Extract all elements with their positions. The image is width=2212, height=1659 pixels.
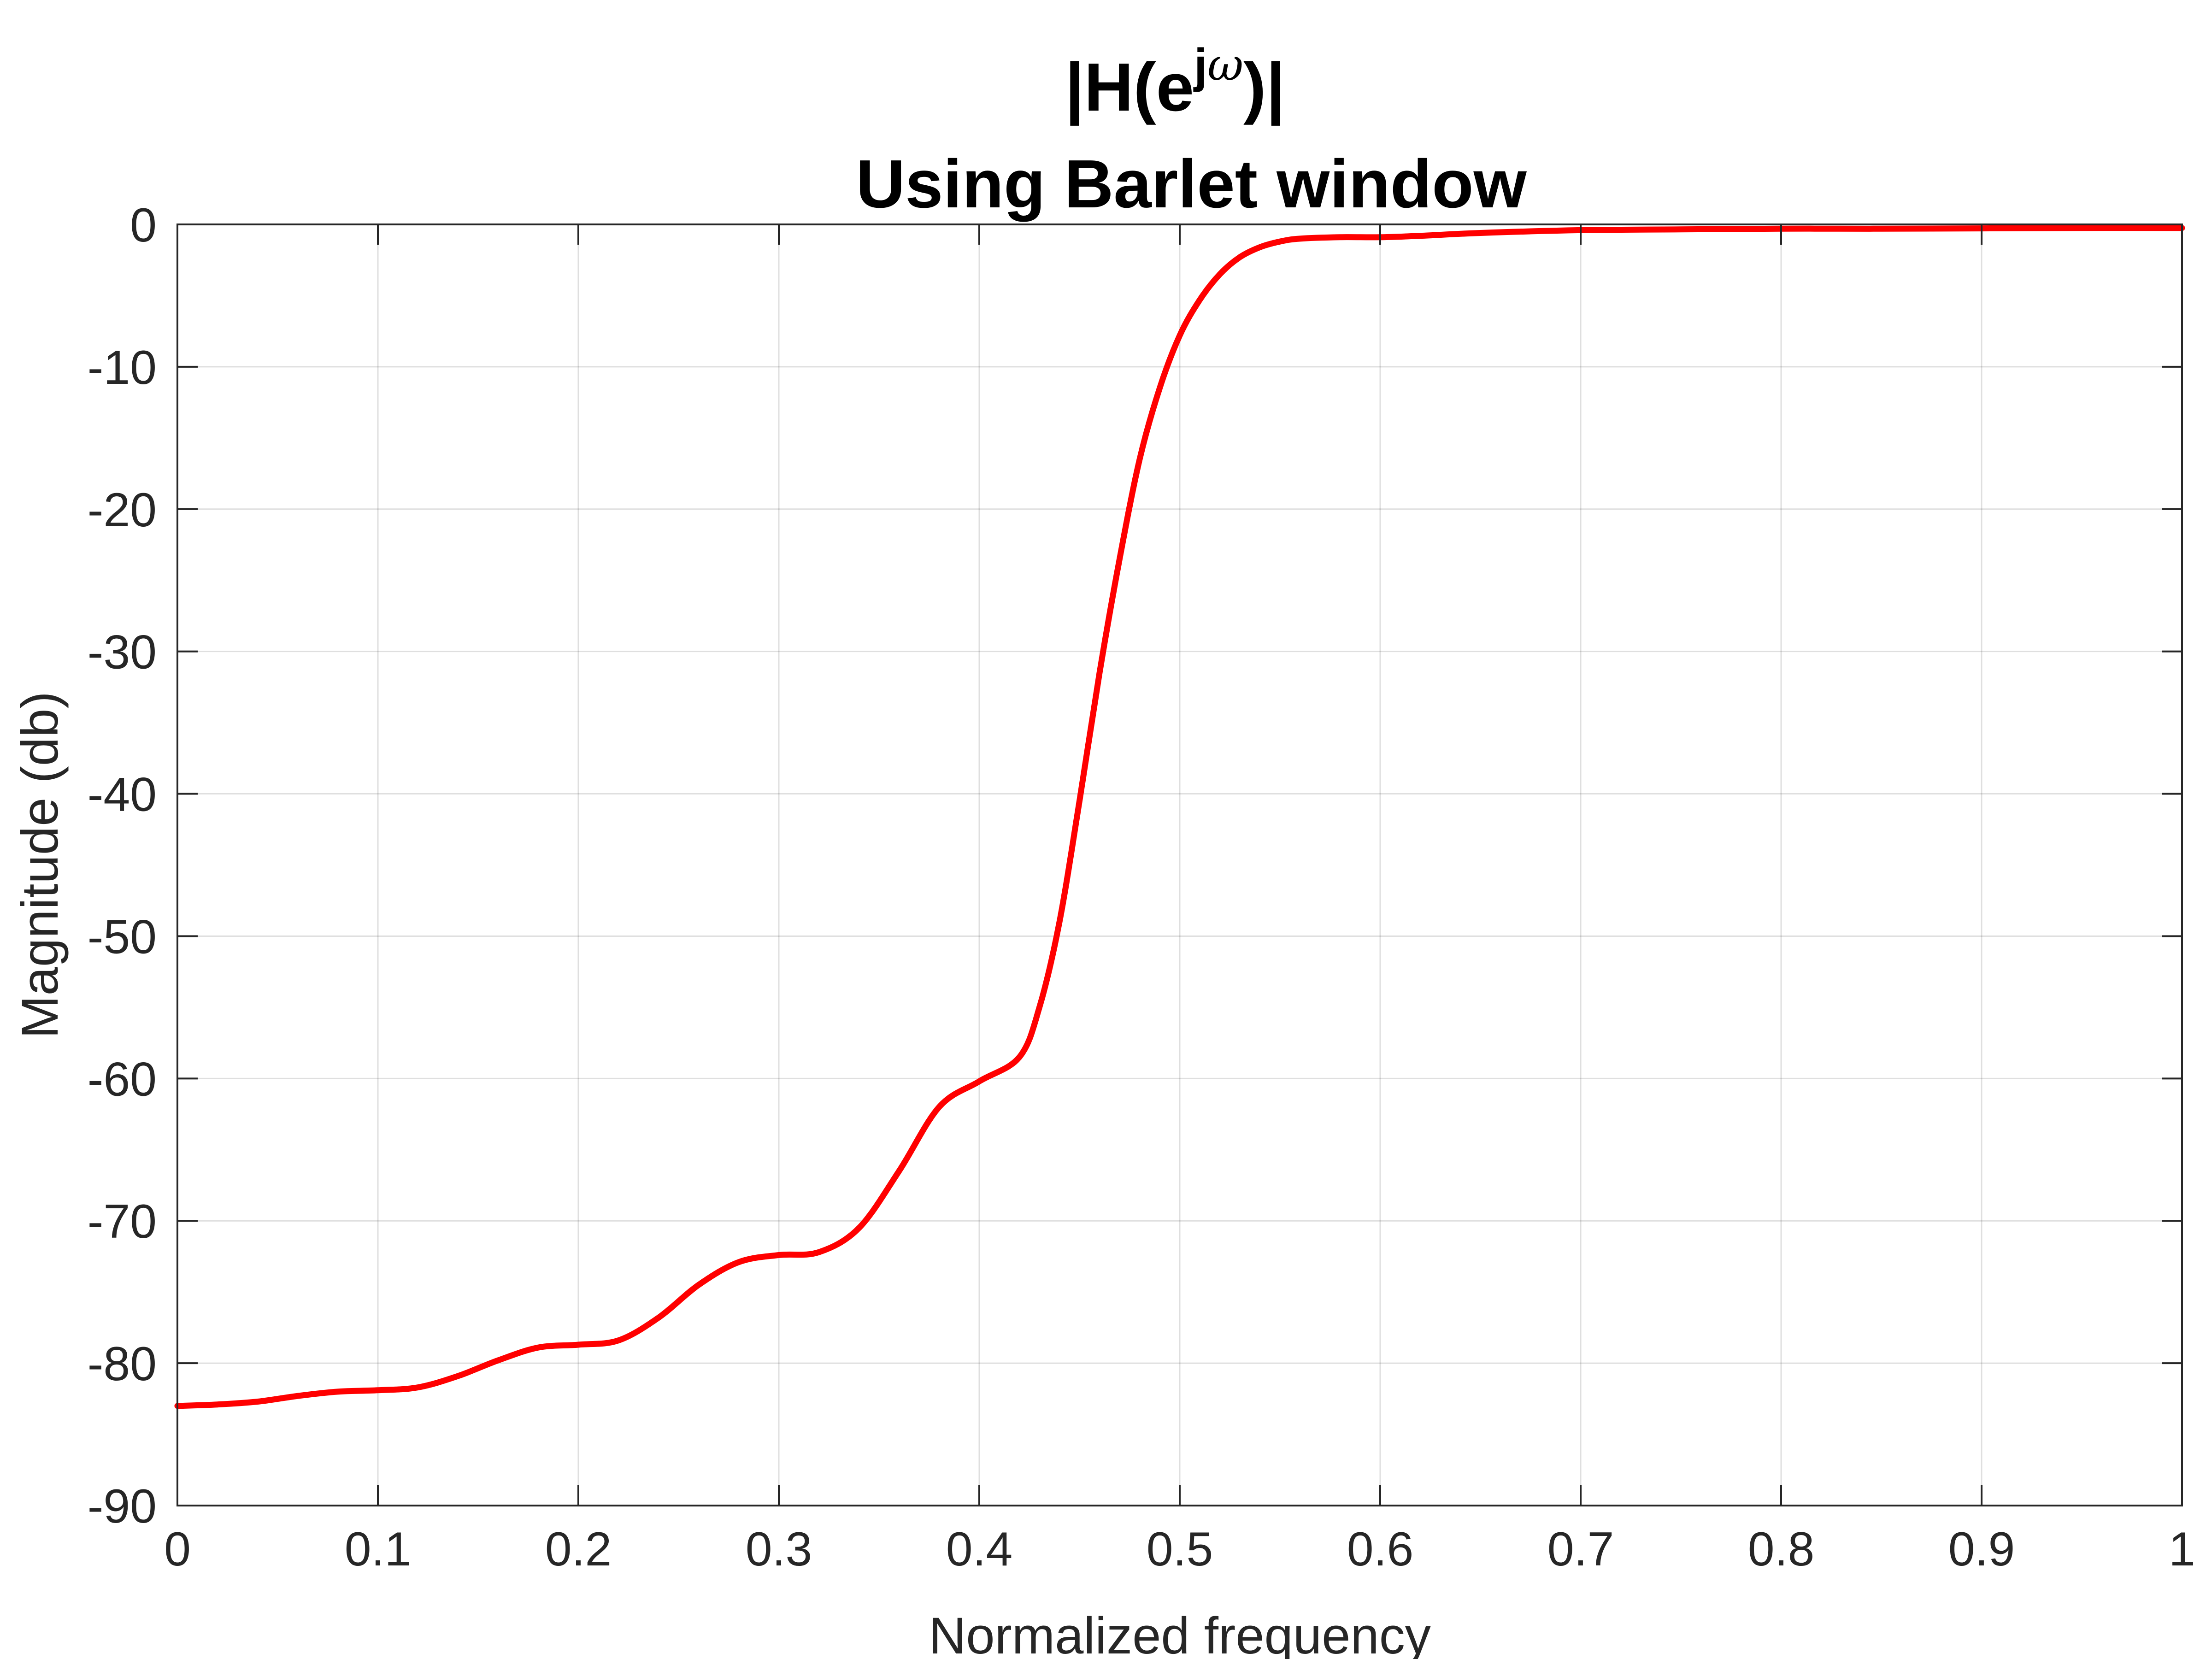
ticks: [176, 224, 2183, 1506]
x-tick-label: 0.4: [946, 1523, 1013, 1576]
title-suffix: )|: [1243, 49, 1285, 126]
title-prefix: |H(e: [1065, 49, 1194, 126]
y-tick-label: -80: [88, 1337, 157, 1391]
title-line-2: Using Barlet window: [856, 146, 1527, 222]
title-line-1: |H(ejω)|: [1065, 39, 1285, 126]
y-tick-label: -30: [88, 626, 157, 679]
plot-area: [174, 225, 2185, 1409]
title-omega: ω: [1207, 39, 1243, 91]
y-tick-label: 0: [130, 199, 157, 252]
x-tick-label: 1: [2169, 1523, 2195, 1576]
chart-title: |H(ejω)| Using Barlet window: [856, 39, 1527, 222]
x-tick-label: 0: [164, 1523, 191, 1576]
x-tick-label: 0.1: [345, 1523, 412, 1576]
y-tick-label: -10: [88, 341, 157, 394]
x-tick-label: 0.5: [1147, 1523, 1213, 1576]
x-tick-labels: 0 0.1 0.2 0.3 0.4 0.5 0.6 0.7 0.8 0.9 1: [164, 1523, 2195, 1576]
x-tick-label: 0.2: [545, 1523, 612, 1576]
y-tick-labels: 0 -10 -20 -30 -40 -50 -60 -70 -80 -90: [88, 199, 157, 1533]
y-tick-label: -40: [88, 768, 157, 822]
y-axis-label: Magnitude (db): [11, 691, 69, 1038]
y-tick-label: -50: [88, 910, 157, 964]
y-tick-label: -20: [88, 483, 157, 537]
x-axis-label: Normalized frequency: [929, 1607, 1430, 1659]
x-tick-label: 0.7: [1547, 1523, 1614, 1576]
x-tick-label: 0.6: [1347, 1523, 1414, 1576]
x-tick-label: 0.8: [1748, 1523, 1815, 1576]
series-line: [174, 225, 2185, 1409]
x-tick-label: 0.9: [1948, 1523, 2015, 1576]
x-tick-label: 0.3: [746, 1523, 812, 1576]
y-tick-label: -90: [88, 1480, 157, 1533]
y-tick-label: -70: [88, 1195, 157, 1248]
y-tick-label: -60: [88, 1053, 157, 1106]
title-superscript: j: [1193, 39, 1207, 93]
